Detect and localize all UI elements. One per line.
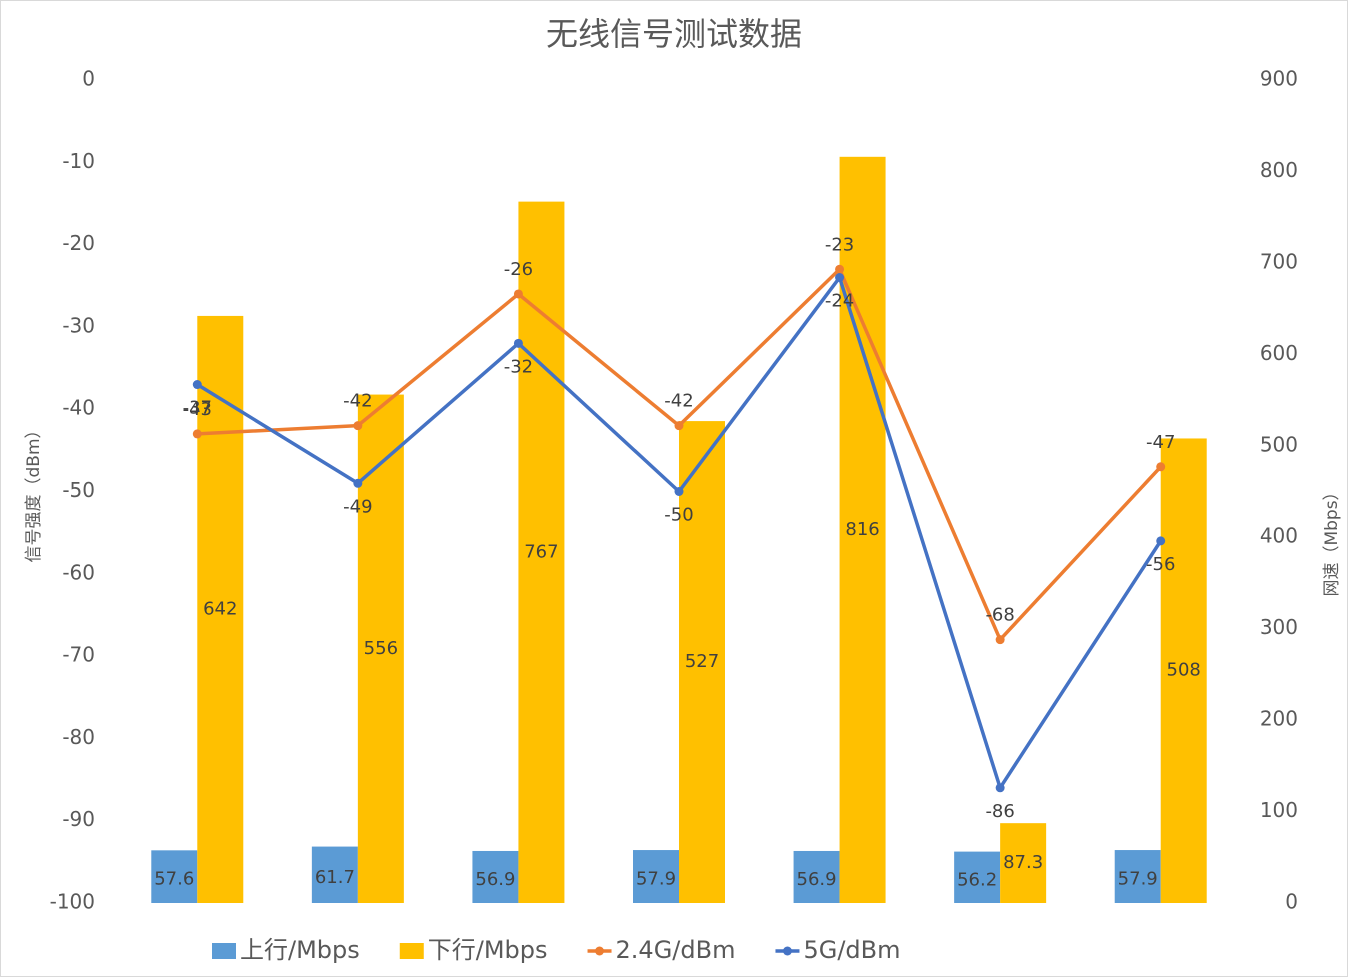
data-label: 767 xyxy=(524,541,558,562)
line-point xyxy=(353,421,363,431)
data-label: -49 xyxy=(343,496,372,517)
bar xyxy=(518,201,565,904)
y2-tick-label: 700 xyxy=(1260,249,1298,273)
line-point xyxy=(513,289,523,299)
y2-tick-label: 300 xyxy=(1260,615,1298,639)
bar xyxy=(793,850,840,903)
y2-tick-label: 100 xyxy=(1260,798,1298,822)
y-tick-label: -20 xyxy=(62,231,95,255)
bar xyxy=(633,850,679,903)
y-tick-label: -100 xyxy=(50,890,95,914)
line-point xyxy=(513,338,523,348)
data-label: 556 xyxy=(364,638,398,659)
bar xyxy=(1114,850,1161,903)
data-label: -68 xyxy=(985,605,1014,626)
bar xyxy=(472,850,519,903)
data-label: 57.9 xyxy=(636,869,676,890)
data-label: 56.9 xyxy=(797,869,837,890)
line-point xyxy=(674,421,684,431)
data-label: -23 xyxy=(825,234,854,255)
data-label: 816 xyxy=(845,519,879,540)
legend-label: 5G/dBm xyxy=(803,936,900,964)
data-label: -32 xyxy=(504,356,533,377)
y-tick-label: -10 xyxy=(62,149,95,173)
y-tick-label: -70 xyxy=(62,643,95,667)
line-point xyxy=(995,635,1005,645)
data-label: -26 xyxy=(504,259,533,280)
y-tick-label: -40 xyxy=(62,396,95,420)
y-tick-label: -60 xyxy=(62,560,95,584)
y2-axis-label: 网速（Mbps） xyxy=(1322,483,1342,596)
y2-tick-label: 800 xyxy=(1260,158,1298,182)
data-label: 642 xyxy=(203,598,237,619)
line-point xyxy=(835,264,845,274)
legend-swatch xyxy=(595,946,605,956)
data-label: -47 xyxy=(1146,432,1175,453)
y-tick-label: -80 xyxy=(62,725,95,749)
y2-tick-label: 900 xyxy=(1260,67,1298,91)
y-tick-label: -90 xyxy=(62,807,95,831)
line-point xyxy=(192,380,202,390)
line-point xyxy=(995,783,1005,793)
bar xyxy=(357,394,404,903)
y-tick-label: -30 xyxy=(62,313,95,337)
y2-tick-label: 0 xyxy=(1285,890,1298,914)
bar xyxy=(839,156,886,903)
data-label: 57.6 xyxy=(154,869,194,890)
data-label: 527 xyxy=(685,651,719,672)
y-axis-label: 信号强度（dBm） xyxy=(24,421,44,562)
legend-label: 下行/Mbps xyxy=(428,936,548,964)
bar xyxy=(1000,823,1047,903)
line-point xyxy=(192,429,202,439)
bar xyxy=(1160,438,1207,903)
data-label: 56.9 xyxy=(475,869,515,890)
line-point xyxy=(1156,536,1166,546)
data-label: -86 xyxy=(985,801,1014,822)
y2-tick-label: 600 xyxy=(1260,341,1298,365)
data-label: -56 xyxy=(1146,554,1175,575)
data-label: 61.7 xyxy=(315,867,355,888)
legend-swatch xyxy=(212,943,236,959)
y2-tick-label: 400 xyxy=(1260,524,1298,548)
data-label: -24 xyxy=(825,291,854,312)
data-label: -50 xyxy=(664,505,693,526)
y2-tick-label: 200 xyxy=(1260,707,1298,731)
data-label: 57.9 xyxy=(1118,869,1158,890)
bar xyxy=(954,851,1001,903)
legend-swatch xyxy=(782,946,792,956)
y-tick-label: 0 xyxy=(82,67,95,91)
legend-swatch xyxy=(399,943,424,959)
legend-label: 上行/Mbps xyxy=(240,936,360,964)
data-label: -43 xyxy=(183,399,212,420)
data-label: 56.2 xyxy=(957,869,997,890)
legend-label: 2.4G/dBm xyxy=(616,936,736,964)
chart-title: 无线信号测试数据 xyxy=(546,15,802,53)
bar xyxy=(151,850,198,903)
data-label: 508 xyxy=(1167,660,1201,681)
line-point xyxy=(674,487,684,496)
line-point xyxy=(353,478,363,488)
data-label: -37 xyxy=(183,398,212,419)
data-label: -42 xyxy=(343,391,372,412)
bar xyxy=(311,846,358,903)
line-point xyxy=(835,273,845,283)
bar xyxy=(197,315,244,904)
line-point xyxy=(1156,462,1166,472)
y2-tick-label: 500 xyxy=(1260,432,1298,456)
bar xyxy=(679,421,725,903)
y-tick-label: -50 xyxy=(62,478,95,502)
data-label: 87.3 xyxy=(1003,852,1043,873)
data-label: -42 xyxy=(664,391,693,412)
